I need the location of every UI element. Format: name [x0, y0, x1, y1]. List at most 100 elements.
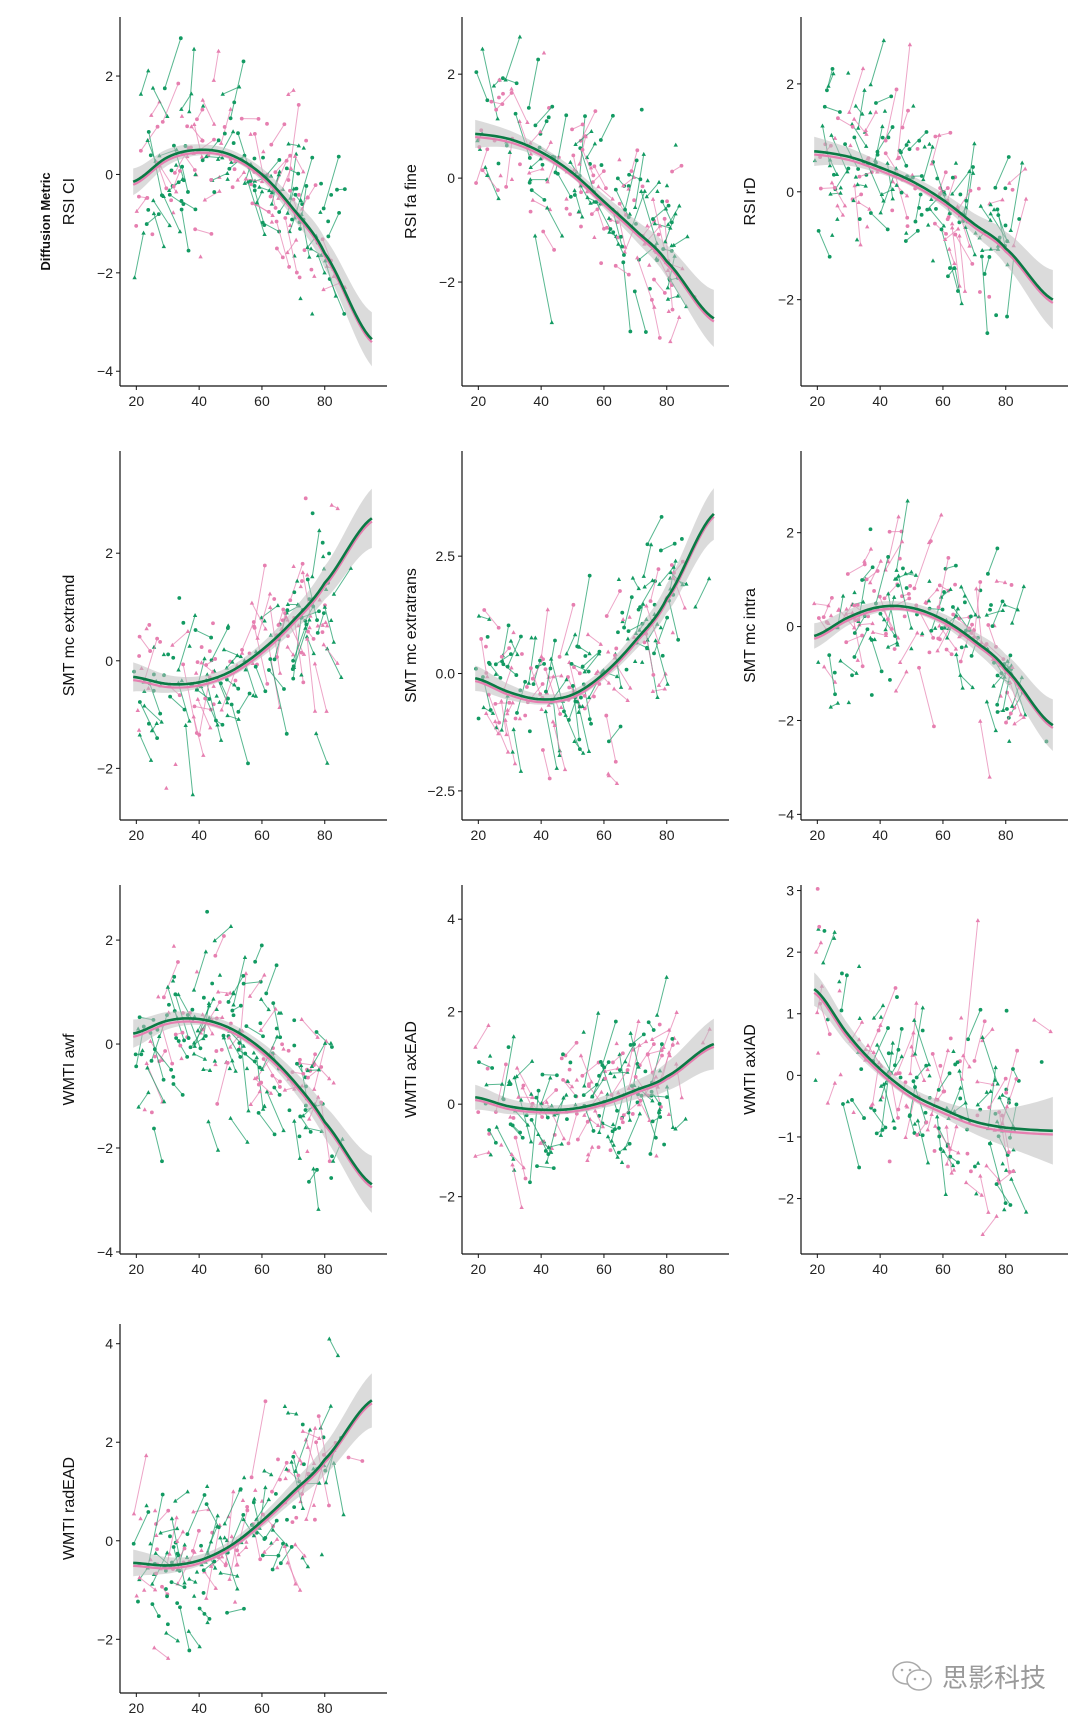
data-point [645, 178, 650, 183]
data-point [1008, 711, 1013, 716]
data-point [164, 785, 169, 790]
data-point [662, 686, 667, 691]
data-point [545, 205, 550, 210]
pair-line [228, 1035, 241, 1058]
data-point [546, 115, 551, 120]
y-tick-label: −2.5 [427, 783, 455, 799]
data-point [904, 143, 909, 147]
data-point [485, 147, 490, 152]
data-point [500, 102, 505, 106]
data-point [896, 1115, 900, 1120]
data-point [509, 1152, 514, 1157]
data-point [342, 187, 347, 192]
data-point [538, 156, 543, 161]
data-point [297, 1155, 303, 1160]
data-point [177, 693, 182, 698]
pair-line [542, 231, 555, 251]
data-point [854, 670, 859, 675]
data-point [894, 87, 899, 92]
data-point [1002, 602, 1007, 607]
pair-line [250, 1091, 261, 1105]
data-point [193, 227, 198, 232]
data-point [573, 142, 578, 147]
data-point [627, 1141, 632, 1146]
pair-line [592, 170, 605, 183]
pair-line [535, 106, 553, 126]
data-point [346, 1455, 351, 1460]
pair-line [228, 975, 244, 1003]
pair-line [169, 696, 185, 710]
data-point [876, 1028, 881, 1033]
data-point [249, 1475, 254, 1480]
data-point [927, 578, 932, 583]
data-point [557, 654, 562, 659]
data-point [305, 636, 310, 641]
data-point [258, 1021, 263, 1026]
data-point [618, 684, 624, 689]
data-point [898, 1075, 903, 1080]
data-point [504, 732, 509, 737]
data-point [835, 216, 840, 221]
pair-line [865, 111, 877, 131]
data-point [290, 217, 294, 222]
data-point [923, 1110, 928, 1115]
data-point [185, 124, 190, 129]
data-point [987, 255, 992, 259]
data-point [641, 573, 646, 578]
data-point [815, 1050, 821, 1055]
data-point [206, 1001, 212, 1006]
data-point [304, 622, 309, 627]
data-point [580, 750, 586, 755]
data-point [146, 1090, 151, 1095]
data-point [246, 761, 250, 766]
data-point [508, 1082, 513, 1087]
data-point [827, 1032, 832, 1037]
data-point [305, 577, 310, 582]
scatter-points [474, 515, 712, 785]
data-point [570, 127, 574, 132]
data-point [958, 1085, 963, 1090]
pair-line [824, 106, 841, 113]
pair-line [977, 1081, 993, 1086]
data-point [227, 1066, 232, 1071]
data-point [277, 210, 282, 214]
data-point [927, 141, 932, 146]
data-point [517, 34, 523, 39]
pair-line [628, 623, 643, 632]
data-point [182, 1585, 187, 1590]
data-point [968, 188, 973, 193]
data-point [619, 1160, 625, 1165]
data-point [191, 1040, 197, 1045]
data-point [964, 198, 969, 203]
data-point [982, 1019, 987, 1024]
data-point [991, 683, 996, 688]
data-point [673, 142, 678, 147]
pair-line [312, 1168, 319, 1210]
data-point [840, 971, 844, 976]
data-point [959, 645, 964, 650]
data-point [626, 1062, 631, 1067]
data-point [1007, 1170, 1012, 1174]
pair-line [885, 89, 897, 141]
data-point [604, 186, 608, 191]
data-point [300, 1506, 306, 1511]
data-point [339, 674, 344, 679]
data-point [224, 992, 229, 997]
data-point [904, 193, 910, 198]
data-point [210, 981, 215, 986]
data-point [276, 1457, 280, 1462]
data-point [191, 1509, 196, 1514]
data-point [590, 1094, 595, 1099]
data-point [641, 151, 646, 156]
data-point [513, 111, 518, 116]
data-point [954, 1124, 959, 1129]
data-point [665, 296, 671, 301]
data-point [476, 613, 482, 618]
data-point [173, 1032, 178, 1037]
data-point [163, 1049, 168, 1053]
data-point [202, 1611, 207, 1616]
data-point [148, 757, 154, 762]
data-point [832, 172, 836, 177]
confidence-band [814, 601, 1053, 751]
